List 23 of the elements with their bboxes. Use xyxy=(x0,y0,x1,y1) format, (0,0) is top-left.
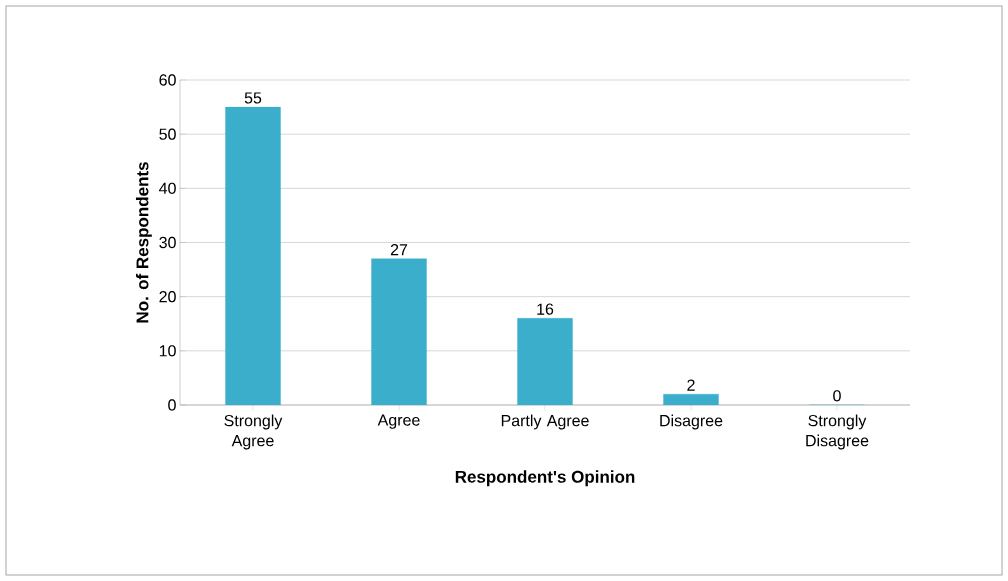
bar xyxy=(517,318,573,405)
x-tick-label: Strongly Agree xyxy=(224,414,283,450)
x-axis-title: Respondent's Opinion xyxy=(455,470,635,487)
data-label: 2 xyxy=(687,379,695,391)
bar xyxy=(225,106,281,405)
data-label: 16 xyxy=(537,303,554,315)
y-tick-label: 60 xyxy=(159,74,176,86)
bar xyxy=(371,258,427,405)
y-tick-label: 0 xyxy=(168,399,176,411)
x-tick-label: Agree xyxy=(377,414,420,429)
y-tick-label: 40 xyxy=(159,182,176,194)
y-tick-label: 30 xyxy=(159,236,176,249)
y-tick-label: 10 xyxy=(159,345,176,357)
x-tick-label: Strongly Disagree xyxy=(806,414,869,450)
y-tick-label: 50 xyxy=(159,128,176,140)
data-label: 0 xyxy=(833,390,841,402)
y-tick-label: 20 xyxy=(159,291,176,303)
y-axis-title: No. of Respondents xyxy=(135,162,152,323)
data-label: 27 xyxy=(390,244,408,256)
data-label: 55 xyxy=(244,92,262,104)
x-tick-label: Disagree xyxy=(660,414,723,430)
bar xyxy=(663,393,719,405)
x-tick-label: Partly Agree xyxy=(501,414,589,430)
